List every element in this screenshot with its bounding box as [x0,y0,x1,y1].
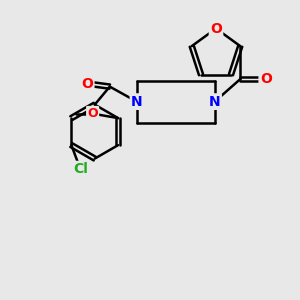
Text: N: N [131,94,142,109]
Text: Cl: Cl [73,162,88,176]
Text: O: O [87,107,98,120]
Text: O: O [260,72,272,86]
Text: O: O [81,76,93,91]
Text: N: N [209,94,220,109]
Text: O: O [210,22,222,35]
